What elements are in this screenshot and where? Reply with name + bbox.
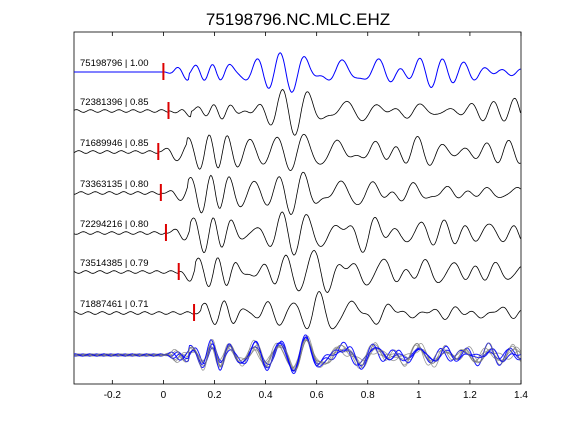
chart-title: 75198796.NC.MLC.EHZ [206, 10, 390, 29]
trace-line-6 [73, 249, 521, 293]
trace-group [73, 52, 521, 330]
trace-label-7: 71887461 | 0.71 [80, 299, 149, 310]
pick-markers [157, 63, 196, 321]
x-tick-label: 1.4 [514, 390, 528, 401]
overlay-trace-5 [73, 338, 521, 372]
x-tick-label: 1.2 [463, 390, 477, 401]
trace-labels: 75198796 | 1.00 72381396 | 0.85 71689946 |… [80, 58, 149, 310]
x-tick-label: 0.6 [310, 390, 324, 401]
trace-line-5 [73, 211, 521, 256]
x-axis: -0.2 0 0.2 0.4 0.6 0.8 1 1.2 1.4 [104, 32, 528, 401]
trace-label-5: 72294216 | 0.80 [80, 219, 149, 230]
trace-label-3: 71689946 | 0.85 [80, 138, 149, 149]
x-tick-label: 1 [416, 390, 422, 401]
trace-label-6: 73514385 | 0.79 [80, 258, 149, 269]
x-tick-label: -0.2 [104, 390, 122, 401]
plot-area [73, 31, 522, 385]
trace-line-7 [73, 291, 521, 330]
overlay-trace-8 [73, 339, 521, 371]
x-tick-label: 0.8 [361, 390, 375, 401]
trace-label-2: 72381396 | 0.85 [80, 97, 149, 108]
x-tick-label: 0.2 [208, 390, 222, 401]
trace-label-1: 75198796 | 1.00 [80, 58, 149, 69]
trace-line-1 [74, 52, 521, 93]
trace-line-2 [73, 89, 521, 136]
x-tick-label: 0 [161, 390, 167, 401]
x-tick-label: 0.4 [259, 390, 273, 401]
overlay-stack [73, 334, 521, 375]
trace-line-4 [73, 171, 521, 215]
trace-label-4: 73363135 | 0.80 [80, 179, 149, 190]
trace-line-3 [73, 133, 521, 172]
